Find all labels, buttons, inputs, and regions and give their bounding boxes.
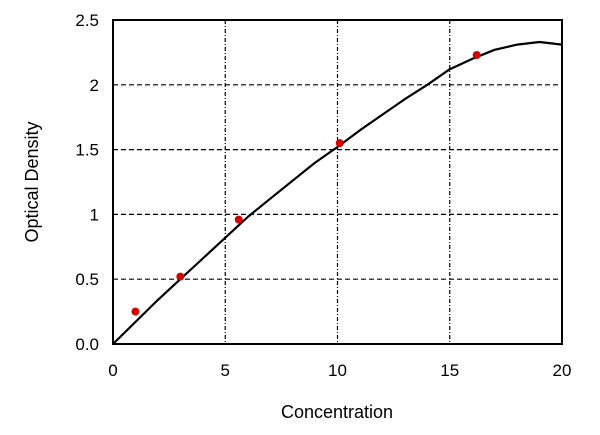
y-tick-label: 2 (90, 76, 99, 95)
y-tick-label: 2.5 (75, 11, 99, 30)
fit-curve (112, 40, 563, 345)
y-tick-label: 1 (90, 205, 99, 224)
data-point (472, 50, 481, 59)
x-tick-labels: 0 5 10 15 20 (108, 361, 571, 380)
fit-curve-layer (112, 40, 563, 345)
x-tick-label: 20 (553, 361, 572, 380)
x-axis-title: Concentration (281, 402, 393, 422)
x-tick-label: 5 (221, 361, 230, 380)
data-point (234, 215, 243, 224)
data-points-layer (131, 50, 481, 316)
y-tick-label: 1.5 (75, 141, 99, 160)
data-point (131, 307, 140, 316)
plot-frame (112, 19, 563, 345)
grid (113, 20, 562, 344)
x-tick-label: 10 (328, 361, 347, 380)
y-tick-label: 0.0 (75, 335, 99, 354)
y-axis-title: Optical Density (22, 121, 42, 242)
data-point (176, 272, 185, 281)
y-tick-label: 0.5 (75, 270, 99, 289)
x-tick-label: 0 (108, 361, 117, 380)
y-tick-labels: 0.0 0.5 1 1.5 2 2.5 (75, 11, 99, 354)
x-tick-label: 15 (440, 361, 459, 380)
data-point (335, 139, 344, 148)
